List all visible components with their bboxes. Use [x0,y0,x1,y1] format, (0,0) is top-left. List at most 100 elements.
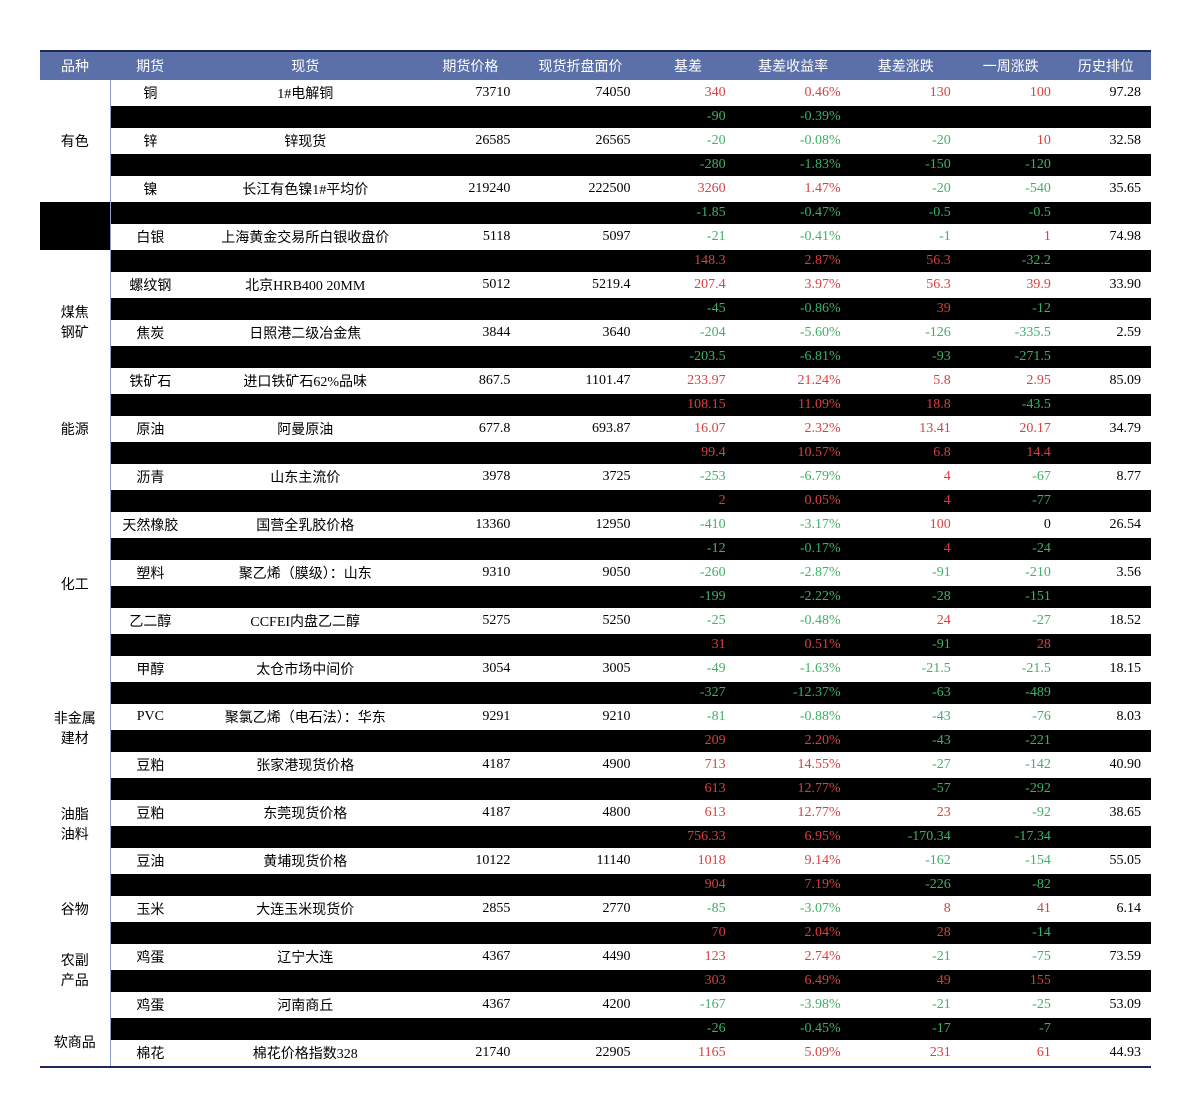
futures-price: 677.8 [420,416,520,442]
spot-price [520,394,640,416]
futures-price: 10122 [420,848,520,874]
basis-change: 5.8 [851,368,961,394]
futures-price: 4187 [420,752,520,778]
table-row: 焦炭日照港二级冶金焦38443640-204-5.60%-126-335.52.… [40,320,1151,346]
week-change: -27 [961,608,1061,634]
spot-price: 12950 [520,512,640,538]
futures-name [110,826,190,848]
week-change: -21.5 [961,656,1061,682]
spot-name: 日照港二级冶金焦 [190,320,420,346]
futures-name [110,394,190,416]
history-rank: 38.65 [1061,800,1151,826]
basis-rate: -0.17% [736,538,851,560]
basis-rate: 2.04% [736,922,851,944]
history-rank [1061,586,1151,608]
history-rank [1061,346,1151,368]
spot-price: 74050 [520,80,640,106]
week-change: -151 [961,586,1061,608]
futures-price: 9291 [420,704,520,730]
history-rank: 6.14 [1061,896,1151,922]
futures-name: 铜 [110,80,190,106]
basis-change: -162 [851,848,961,874]
week-change: 100 [961,80,1061,106]
week-change: 1 [961,224,1061,250]
basis-change: 100 [851,512,961,538]
basis: -90 [641,106,736,128]
history-rank [1061,778,1151,800]
spot-name: 上海黄金交易所白银收盘价 [190,224,420,250]
basis-rate: 0.46% [736,80,851,106]
basis: 303 [641,970,736,992]
futures-price [420,778,520,800]
spot-price: 9210 [520,704,640,730]
futures-name [110,586,190,608]
week-change: -210 [961,560,1061,586]
header-row: 品种期货现货期货价格现货折盘面价基差基差收益率基差涨跌一周涨跌历史排位 [40,52,1151,80]
basis-change: -63 [851,682,961,704]
basis-rate: 2.32% [736,416,851,442]
history-rank: 3.56 [1061,560,1151,586]
futures-price [420,730,520,752]
week-change: -25 [961,992,1061,1018]
table-row: 鸡蛋河南商丘43674200-167-3.98%-21-2553.09 [40,992,1151,1018]
table-row: -90-0.39% [40,106,1151,128]
table-row: 化工沥青山东主流价39783725-253-6.79%4-678.77 [40,464,1151,490]
futures-name: 塑料 [110,560,190,586]
spot-name [190,874,420,896]
futures-name [110,442,190,464]
basis-rate: 6.49% [736,970,851,992]
table-row: 豆油黄埔现货价格101221114010189.14%-162-15455.05 [40,848,1151,874]
spot-name [190,538,420,560]
history-rank: 97.28 [1061,80,1151,106]
table-row: -199-2.22%-28-151 [40,586,1151,608]
history-rank [1061,490,1151,512]
spot-price [520,682,640,704]
history-rank [1061,202,1151,224]
col-header: 基差涨跌 [851,52,961,80]
category-cell: 油脂油料 [40,752,110,896]
futures-price: 26585 [420,128,520,154]
futures-price: 5012 [420,272,520,298]
table-row: 谷物玉米大连玉米现货价28552770-85-3.07%8416.14 [40,896,1151,922]
basis: -199 [641,586,736,608]
spot-price [520,922,640,944]
history-rank: 55.05 [1061,848,1151,874]
basis: 904 [641,874,736,896]
week-change: 39.9 [961,272,1061,298]
basis: 613 [641,778,736,800]
basis: 2 [641,490,736,512]
week-change: -75 [961,944,1061,970]
futures-name [110,682,190,704]
basis-change: -91 [851,560,961,586]
futures-price: 3978 [420,464,520,490]
basis-change: -27 [851,752,961,778]
futures-name: 甲醇 [110,656,190,682]
table-row: -280-1.83%-150-120 [40,154,1151,176]
table-row: 天然橡胶国营全乳胶价格1336012950-410-3.17%100026.54 [40,512,1151,538]
basis-rate: 1.47% [736,176,851,202]
spot-price [520,586,640,608]
table-row: 乙二醇CCFEI内盘乙二醇52755250-25-0.48%24-2718.52 [40,608,1151,634]
history-rank [1061,538,1151,560]
spot-price [520,442,640,464]
futures-name [110,202,190,224]
futures-name: 焦炭 [110,320,190,346]
spot-price: 693.87 [520,416,640,442]
basis-rate: 2.87% [736,250,851,272]
week-change: 14.4 [961,442,1061,464]
basis-change: -91 [851,634,961,656]
spot-name: 阿曼原油 [190,416,420,442]
basis-rate: -0.45% [736,1018,851,1040]
futures-name: 棉花 [110,1040,190,1066]
futures-name: 豆粕 [110,800,190,826]
table-row: -327-12.37%-63-489 [40,682,1151,704]
basis-rate: 12.77% [736,800,851,826]
basis-change: -21 [851,944,961,970]
futures-price [420,682,520,704]
basis: 613 [641,800,736,826]
spot-name: CCFEI内盘乙二醇 [190,608,420,634]
basis-table: 品种期货现货期货价格现货折盘面价基差基差收益率基差涨跌一周涨跌历史排位 有色铜1… [40,52,1151,1066]
futures-price: 9310 [420,560,520,586]
history-rank: 34.79 [1061,416,1151,442]
spot-name: 张家港现货价格 [190,752,420,778]
